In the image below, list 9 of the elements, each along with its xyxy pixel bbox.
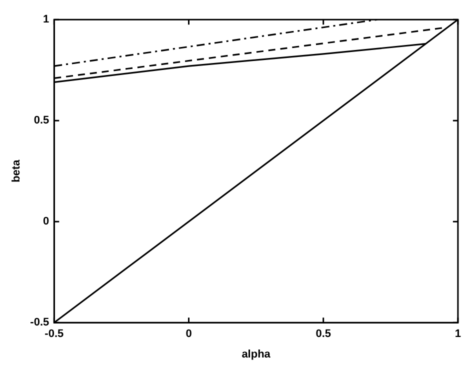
y-tick-label: 1 xyxy=(43,14,50,26)
y-tick-label: -0.5 xyxy=(30,316,50,329)
y-axis-title: beta xyxy=(10,158,23,182)
x-tick-label: 0.5 xyxy=(316,328,331,340)
x-tick-label: 1 xyxy=(454,328,462,340)
y-tick-label: 0.5 xyxy=(34,114,50,127)
x-tick-label: 0 xyxy=(186,328,192,340)
y-tick-label: 0 xyxy=(43,216,50,228)
x-axis-title: alpha xyxy=(242,348,272,360)
